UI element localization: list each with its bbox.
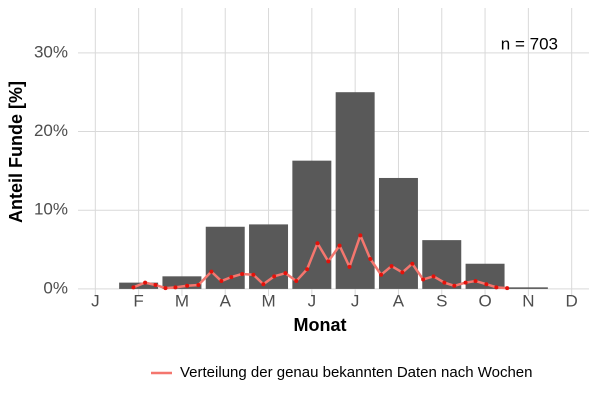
weekly-point (305, 267, 310, 272)
weekly-point (240, 271, 245, 276)
weekly-point (410, 261, 415, 266)
annotation: n = 703 (501, 34, 558, 53)
legend-label: Verteilung der genau bekannten Daten nac… (180, 364, 533, 381)
y-tick-label: 10% (34, 200, 68, 219)
bar (292, 160, 332, 289)
weekly-point (272, 274, 277, 279)
x-tick-label: M (261, 291, 275, 310)
weekly-point (131, 285, 136, 290)
x-tick-label: J (91, 291, 100, 310)
weekly-point (347, 264, 352, 269)
bar (508, 287, 548, 289)
weekly-point (505, 286, 510, 291)
x-tick-label: N (522, 291, 534, 310)
weekly-point (421, 277, 426, 282)
weekly-point (209, 269, 214, 274)
weekly-point (442, 280, 447, 285)
weekly-point (337, 243, 342, 248)
x-tick-label: D (566, 291, 578, 310)
weekly-point (196, 282, 201, 287)
y-tick-label: 20% (34, 121, 68, 140)
weekly-point (400, 270, 405, 275)
x-tick-label: F (133, 291, 143, 310)
x-axis-title: Monat (294, 315, 347, 335)
weekly-point (173, 285, 178, 290)
weekly-point (251, 272, 256, 277)
weekly-point (153, 282, 158, 287)
weekly-point (379, 272, 384, 277)
weekly-point (473, 279, 478, 284)
weekly-point (261, 282, 266, 287)
weekly-point (358, 233, 363, 238)
y-tick-label: 0% (43, 278, 68, 297)
weekly-point (452, 283, 457, 288)
weekly-point (294, 279, 299, 284)
weekly-point (431, 274, 436, 279)
weekly-point (219, 279, 224, 284)
weekly-point (283, 271, 288, 276)
x-tick-label: J (308, 291, 317, 310)
weekly-point (463, 280, 468, 285)
x-tick-label: M (175, 291, 189, 310)
weekly-point (494, 285, 499, 290)
weekly-point (229, 275, 234, 280)
weekly-point (368, 257, 373, 262)
y-axis-title: Anteil Funde [%] (6, 81, 26, 223)
x-tick-label: A (220, 291, 232, 310)
x-tick-label: S (436, 291, 447, 310)
weekly-point (163, 286, 168, 291)
weekly-point (185, 283, 190, 288)
x-tick-label: O (478, 291, 491, 310)
y-tick-label: 30% (34, 42, 68, 61)
weekly-point (326, 259, 331, 264)
weekly-point (315, 241, 320, 246)
x-tick-label: A (393, 291, 405, 310)
weekly-point (389, 264, 394, 269)
x-tick-label: J (351, 291, 360, 310)
weekly-point (484, 282, 489, 287)
weekly-point (143, 280, 148, 285)
